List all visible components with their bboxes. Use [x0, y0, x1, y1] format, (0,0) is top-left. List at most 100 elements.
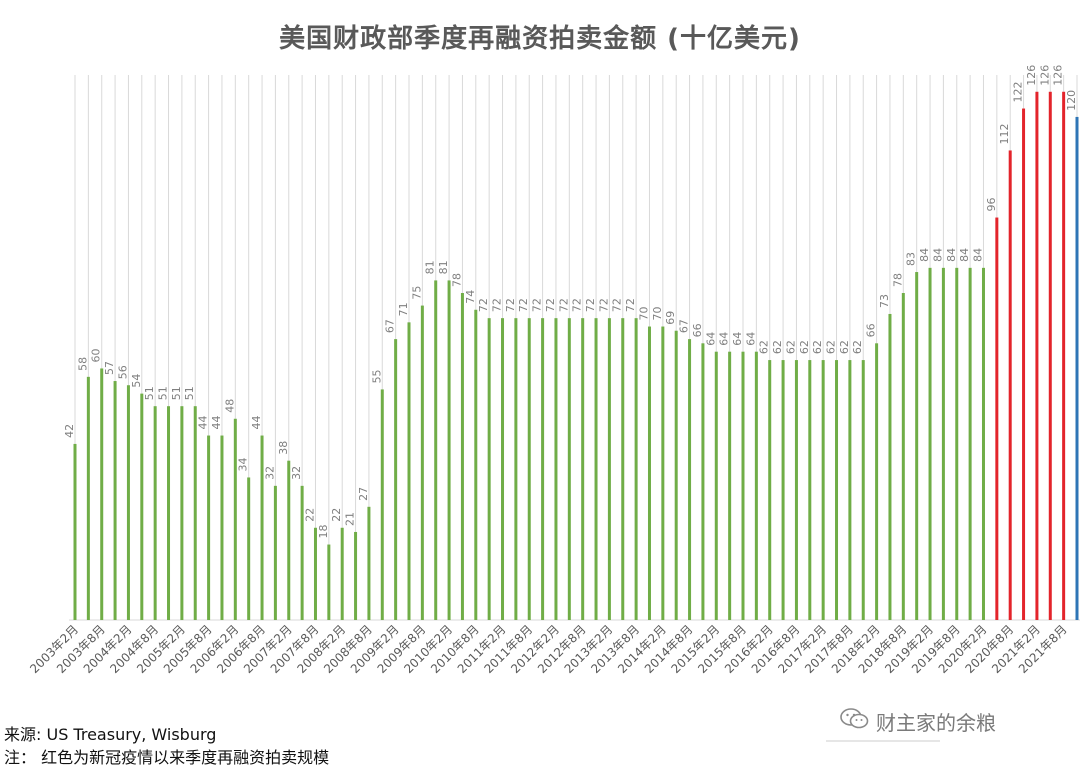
bar: [327, 544, 331, 620]
bar: [167, 406, 171, 620]
data-label: 96: [985, 198, 998, 212]
data-label: 18: [317, 525, 330, 539]
bar: [728, 351, 732, 620]
data-label: 44: [197, 416, 210, 430]
bar: [501, 318, 505, 620]
bar: [100, 368, 104, 620]
data-label: 62: [838, 340, 851, 354]
bar: [688, 339, 692, 620]
bar: [1008, 150, 1012, 620]
bar: [781, 360, 785, 620]
data-label: 67: [678, 319, 691, 333]
bar: [207, 435, 211, 620]
data-label: 66: [691, 323, 704, 337]
bar: [808, 360, 812, 620]
data-label: 62: [811, 340, 824, 354]
data-label: 126: [1025, 65, 1038, 86]
data-label: 84: [971, 248, 984, 262]
source-note: 来源: US Treasury, Wisburg: [4, 725, 217, 744]
data-label: 51: [143, 386, 156, 400]
bar: [474, 309, 478, 620]
data-label: 72: [544, 298, 557, 312]
bar: [113, 381, 117, 620]
bar: [674, 330, 678, 620]
covid-note: 注： 红色为新冠疫情以来季度再融资拍卖规模: [4, 748, 330, 767]
data-label: 122: [1012, 82, 1025, 103]
data-label: 71: [397, 302, 410, 316]
data-label: 55: [370, 369, 383, 383]
data-label: 72: [531, 298, 544, 312]
bar: [848, 360, 852, 620]
data-label: 126: [1038, 65, 1051, 86]
bar: [875, 343, 879, 620]
data-label: 73: [878, 294, 891, 308]
bar: [1062, 91, 1066, 621]
data-label: 120: [1065, 90, 1078, 111]
data-label: 72: [584, 298, 597, 312]
bar: [594, 318, 598, 620]
data-label: 32: [263, 466, 276, 480]
bar: [180, 406, 184, 620]
data-label: 126: [1052, 65, 1065, 86]
watermark-text: 财主家的余粮: [876, 710, 996, 735]
bar: [300, 485, 304, 620]
data-label: 72: [491, 298, 504, 312]
data-label: 72: [477, 298, 490, 312]
bar: [407, 322, 411, 620]
bar: [220, 435, 224, 620]
bar: [86, 376, 90, 620]
data-label: 72: [504, 298, 517, 312]
data-label: 62: [771, 340, 784, 354]
data-label: 75: [410, 286, 423, 300]
data-label: 22: [330, 508, 343, 522]
chart-title: 美国财政部季度再融资拍卖金额 (十亿美元): [279, 24, 801, 54]
bar: [541, 318, 545, 620]
data-label: 27: [357, 487, 370, 501]
data-label: 84: [958, 248, 971, 262]
bar: [1075, 116, 1079, 620]
data-label: 44: [210, 416, 223, 430]
bar: [340, 527, 344, 620]
data-label: 72: [517, 298, 530, 312]
bar: [73, 443, 77, 620]
bar: [981, 267, 985, 620]
bar: [794, 360, 798, 620]
bar: [1035, 91, 1039, 621]
wechat-icon: [840, 707, 870, 735]
bar: [995, 217, 999, 621]
data-label: 84: [931, 248, 944, 262]
data-label: 51: [157, 386, 170, 400]
data-label: 64: [718, 332, 731, 346]
data-label: 74: [464, 290, 477, 304]
data-label: 21: [344, 512, 357, 526]
divider: [826, 740, 940, 742]
data-label: 72: [557, 298, 570, 312]
data-label: 69: [664, 311, 677, 325]
data-label: 84: [945, 248, 958, 262]
data-label: 66: [865, 323, 878, 337]
data-label: 38: [277, 441, 290, 455]
bar: [313, 527, 317, 620]
data-label: 70: [651, 307, 664, 321]
bar: [955, 267, 959, 620]
bar: [701, 343, 705, 620]
data-label: 72: [571, 298, 584, 312]
bar: [233, 418, 237, 620]
bar: [581, 318, 585, 620]
bar: [607, 318, 611, 620]
data-label: 112: [998, 123, 1011, 144]
data-label: 60: [90, 348, 103, 362]
data-label: 83: [905, 252, 918, 266]
data-label: 62: [758, 340, 771, 354]
data-label: 48: [223, 399, 236, 413]
bar: [768, 360, 772, 620]
bar: [260, 435, 264, 620]
data-label: 78: [891, 273, 904, 287]
bar: [420, 305, 424, 620]
bar: [153, 406, 157, 620]
bar: [487, 318, 491, 620]
data-label: 62: [798, 340, 811, 354]
data-label: 51: [170, 386, 183, 400]
bar: [287, 460, 291, 620]
data-label: 81: [424, 260, 437, 274]
